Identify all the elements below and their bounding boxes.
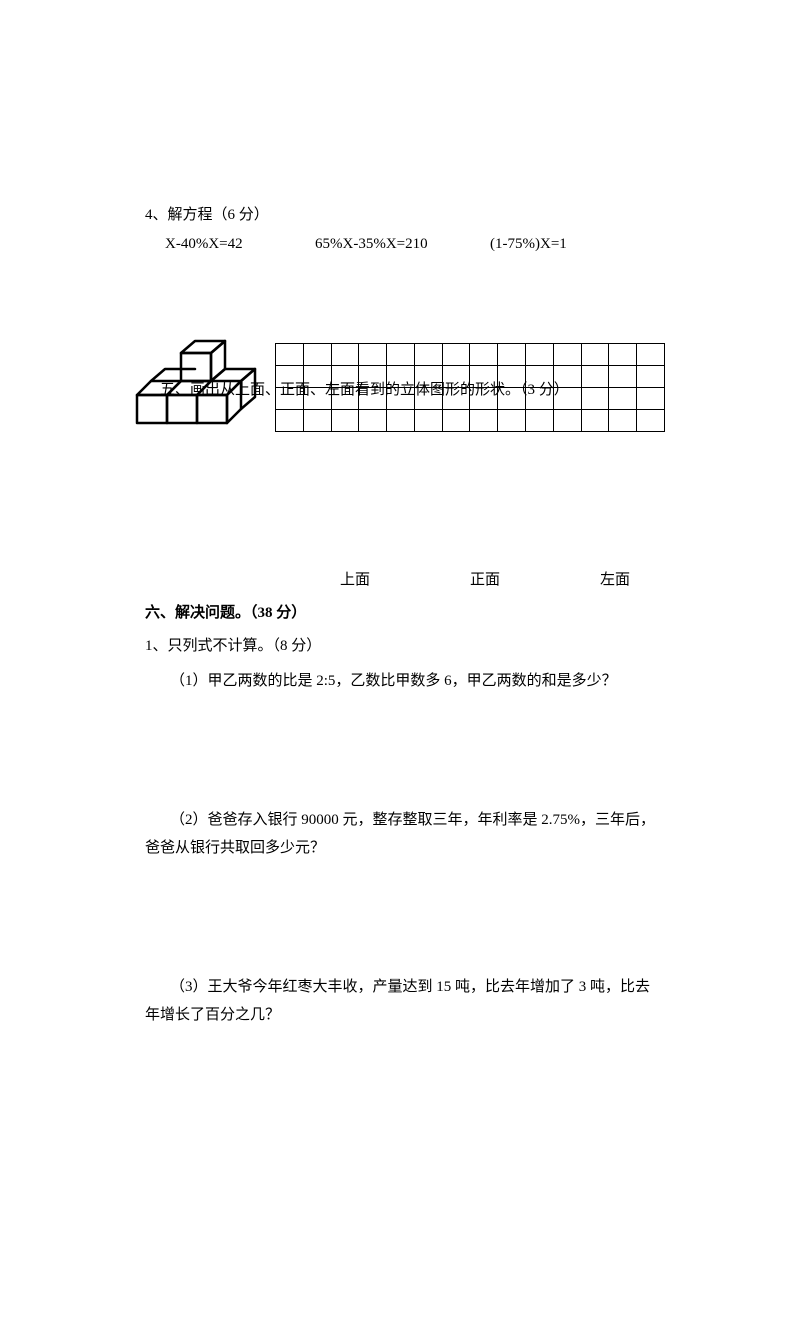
equation-1: X-40%X=42 — [165, 236, 315, 253]
question-5-area: 五、画出从上面、正面、左面看到的立体图形的形状。（3 分） — [145, 348, 665, 438]
question-6-1-title: 1、只列式不计算。（8 分） — [145, 634, 665, 655]
question-6-1-1: （1）甲乙两数的比是 2:5，乙数比甲数多 6，甲乙两数的和是多少？ — [170, 667, 665, 696]
equation-2: 65%X-35%X=210 — [315, 236, 490, 253]
question-6-1-2-line1: （2）爸爸存入银行 90000 元，整存整取三年，年利率是 2.75%，三年后， — [170, 806, 665, 835]
question-6-1-3-line2: 年增长了百分之几？ — [145, 1001, 665, 1030]
label-front: 正面 — [470, 568, 600, 589]
label-left: 左面 — [600, 568, 630, 589]
question-6-1-2-line2: 爸爸从银行共取回多少元？ — [145, 834, 665, 863]
equation-3: (1-75%)X=1 — [490, 236, 567, 253]
question-6-1-3-line1: （3）王大爷今年红枣大丰收，产量达到 15 吨，比去年增加了 3 吨，比去 — [170, 973, 665, 1002]
label-top: 上面 — [340, 568, 470, 589]
question-6-title: 六、解决问题。（38 分） — [145, 601, 665, 622]
question-5-text: 五、画出从上面、正面、左面看到的立体图形的形状。（3 分） — [160, 378, 569, 399]
question-5-labels: 上面 正面 左面 — [145, 568, 665, 589]
question-4-equations: X-40%X=42 65%X-35%X=210 (1-75%)X=1 — [165, 236, 665, 253]
question-4-title: 4、解方程（6 分） — [145, 203, 665, 224]
